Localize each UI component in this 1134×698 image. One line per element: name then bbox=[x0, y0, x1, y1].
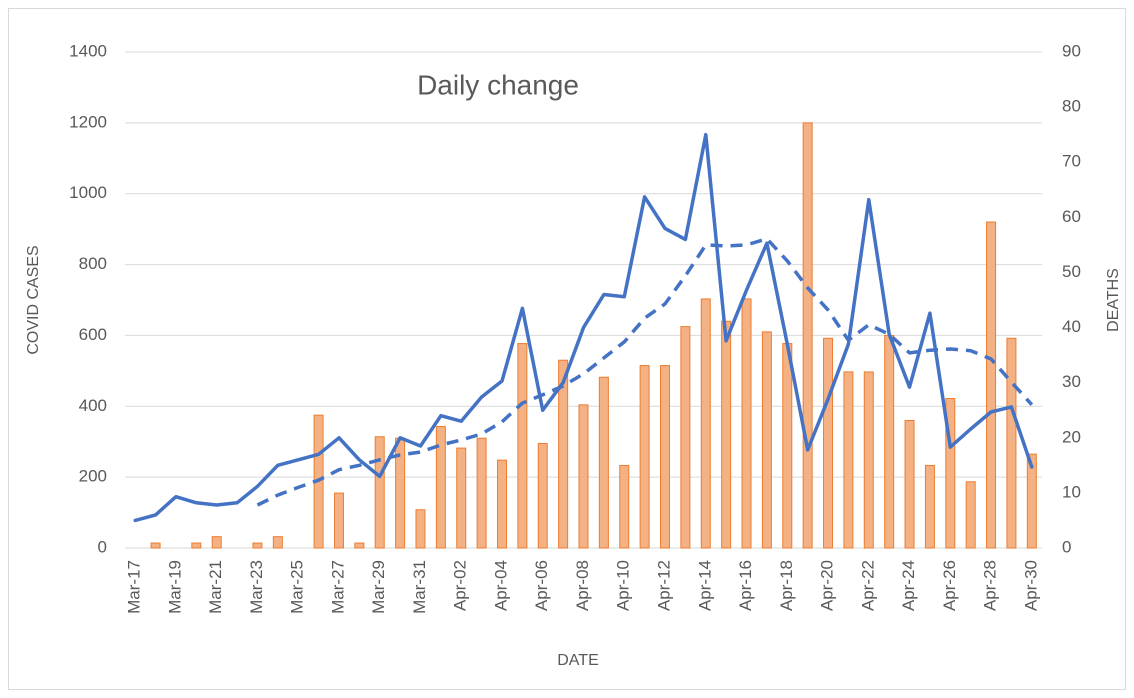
bar bbox=[802, 122, 813, 549]
x-tick-label: Mar-25 bbox=[288, 560, 307, 614]
x-tick-label: Apr-24 bbox=[899, 560, 918, 611]
y2-tick-label: 80 bbox=[1062, 97, 1081, 116]
bar bbox=[333, 492, 344, 549]
y-tick-label: 400 bbox=[79, 396, 107, 415]
y-tick-label: 1200 bbox=[69, 112, 107, 131]
x-axis-title: DATE bbox=[557, 652, 598, 669]
x-tick-label: Apr-20 bbox=[818, 560, 837, 611]
bar bbox=[639, 365, 650, 549]
x-tick-label: Apr-10 bbox=[614, 560, 633, 611]
bar bbox=[721, 320, 732, 549]
bar bbox=[496, 459, 507, 549]
y2-tick-label: 70 bbox=[1062, 152, 1081, 171]
y-tick-label: 200 bbox=[79, 467, 107, 486]
y-tick-label: 1000 bbox=[69, 183, 107, 202]
bar bbox=[741, 298, 752, 549]
x-tick-label: Apr-22 bbox=[858, 560, 877, 611]
bar bbox=[558, 359, 569, 549]
x-tick-label: Apr-16 bbox=[736, 560, 755, 611]
x-tick-label: Mar-31 bbox=[410, 560, 429, 614]
bar bbox=[965, 481, 976, 549]
x-tick-label: Apr-08 bbox=[573, 560, 592, 611]
bar bbox=[924, 464, 935, 549]
y-tick-label: 800 bbox=[79, 254, 107, 273]
y2-tick-label: 60 bbox=[1062, 207, 1081, 226]
y-axis-title: COVID CASES bbox=[25, 245, 42, 354]
bar bbox=[374, 436, 385, 549]
y2-tick-label: 90 bbox=[1062, 41, 1081, 60]
x-tick-label: Apr-14 bbox=[695, 560, 714, 611]
y2-tick-label: 40 bbox=[1062, 317, 1081, 336]
x-tick-label: Apr-30 bbox=[1021, 560, 1040, 611]
x-tick-label: Apr-18 bbox=[777, 560, 796, 611]
bar bbox=[761, 331, 772, 549]
bar bbox=[578, 404, 589, 549]
bar bbox=[680, 326, 691, 549]
chart-title: Daily change bbox=[417, 69, 579, 100]
x-tick-label: Mar-21 bbox=[206, 560, 225, 614]
bar bbox=[986, 221, 997, 549]
bar bbox=[1006, 337, 1017, 549]
bar bbox=[252, 542, 263, 549]
bar bbox=[272, 536, 283, 549]
bar bbox=[150, 542, 161, 549]
y-tick-label: 0 bbox=[98, 537, 107, 556]
bar bbox=[354, 542, 365, 549]
y2-tick-label: 30 bbox=[1062, 372, 1081, 391]
y2-tick-label: 10 bbox=[1062, 482, 1081, 501]
x-tick-label: Apr-02 bbox=[451, 560, 470, 611]
bar bbox=[517, 343, 528, 549]
x-tick-label: Mar-19 bbox=[165, 560, 184, 614]
bar bbox=[700, 298, 711, 549]
x-tick-label: Apr-28 bbox=[981, 560, 1000, 611]
bar bbox=[904, 419, 915, 549]
bar bbox=[823, 337, 834, 549]
x-tick-label: Apr-26 bbox=[940, 560, 959, 611]
bar bbox=[211, 536, 222, 549]
bar bbox=[884, 334, 895, 549]
y2-axis-title: DEATHS bbox=[1105, 268, 1122, 332]
y2-tick-label: 50 bbox=[1062, 262, 1081, 281]
bar bbox=[863, 371, 874, 549]
chart-frame bbox=[8, 8, 1126, 690]
bar bbox=[843, 371, 854, 549]
bar bbox=[598, 376, 609, 549]
bar bbox=[476, 437, 487, 549]
y2-tick-label: 0 bbox=[1062, 537, 1071, 556]
bar bbox=[415, 509, 426, 549]
x-tick-label: Mar-23 bbox=[247, 560, 266, 614]
x-tick-label: Mar-27 bbox=[328, 560, 347, 614]
bar bbox=[945, 397, 956, 549]
bar bbox=[782, 343, 793, 549]
bar bbox=[537, 442, 548, 549]
x-tick-label: Apr-04 bbox=[491, 560, 510, 611]
y-tick-label: 1400 bbox=[69, 41, 107, 60]
x-tick-label: Apr-06 bbox=[532, 560, 551, 611]
bar bbox=[619, 464, 630, 549]
y2-tick-label: 20 bbox=[1062, 427, 1081, 446]
line bbox=[133, 132, 1034, 523]
bar bbox=[191, 542, 202, 549]
x-tick-label: Apr-12 bbox=[654, 560, 673, 611]
bar bbox=[456, 447, 467, 549]
y-tick-label: 600 bbox=[79, 325, 107, 344]
bar bbox=[1026, 453, 1037, 549]
x-tick-label: Mar-17 bbox=[125, 560, 144, 614]
bar bbox=[435, 425, 446, 549]
bar bbox=[660, 365, 671, 549]
x-tick-label: Mar-29 bbox=[369, 560, 388, 614]
